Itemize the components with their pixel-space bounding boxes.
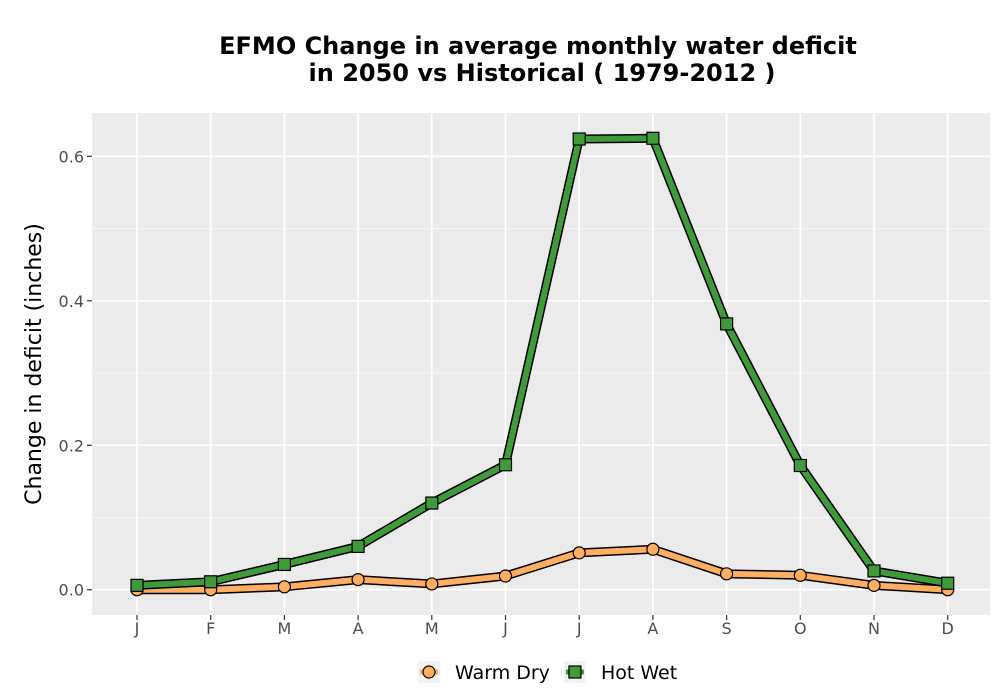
- x-tick-label: D: [942, 619, 954, 638]
- warm-dry-point: [351, 573, 365, 587]
- warm-dry-point: [572, 546, 586, 560]
- grid-lines: [92, 113, 990, 615]
- x-tick-label: J: [502, 619, 508, 638]
- x-tick-label: M: [425, 619, 439, 638]
- hot-wet-point: [351, 539, 365, 553]
- warm-dry-point: [498, 569, 513, 583]
- warm-dry-point: [793, 568, 807, 582]
- hot-wet-point: [646, 131, 660, 145]
- warm-dry-point: [277, 580, 291, 594]
- plot-panel: [92, 113, 990, 615]
- hot-wet-point: [130, 578, 144, 592]
- hot-wet-point: [425, 496, 439, 510]
- series-layer: [130, 131, 955, 597]
- x-tick-label: M: [277, 619, 291, 638]
- x-tick-label: J: [134, 619, 140, 638]
- warm-dry-point: [867, 578, 881, 592]
- warm-dry-point: [646, 542, 660, 556]
- y-tick-label: 0.6: [59, 147, 84, 166]
- y-axis-title: Change in deficit (inches): [22, 223, 47, 505]
- hot-wet-point: [572, 132, 586, 146]
- hot-wet-point: [204, 575, 218, 589]
- warm-dry-line: [137, 546, 948, 593]
- x-tick-label: S: [722, 619, 732, 638]
- warm-dry-legend-key-marker: [422, 665, 436, 679]
- hot-wet-point: [719, 317, 734, 331]
- legend: Warm Dry Hot Wet: [418, 661, 677, 684]
- hot-wet-legend-key-marker: [568, 665, 582, 679]
- x-tick-label: N: [868, 619, 880, 638]
- hot-wet-point: [867, 564, 881, 578]
- y-tick-label: 0.0: [59, 581, 84, 600]
- warm-dry-point: [425, 577, 439, 591]
- x-tick-label: J: [576, 619, 582, 638]
- y-tick-label: 0.4: [59, 292, 84, 311]
- warm-dry-point: [719, 567, 734, 581]
- hot-wet-legend-label: Hot Wet: [601, 662, 677, 684]
- hot-wet-point: [793, 458, 807, 473]
- chart-title-line-2: in 2050 vs Historical ( 1979-2012 ): [309, 59, 776, 87]
- warm-dry-legend-label: Warm Dry: [455, 662, 550, 684]
- x-tick-label: F: [206, 619, 215, 638]
- x-tick-label: O: [794, 619, 807, 638]
- chart-title-line-1: EFMO Change in average monthly water def…: [219, 32, 857, 60]
- hot-wet-line: [136, 135, 949, 589]
- x-tick-label: A: [647, 619, 658, 638]
- hot-wet-point: [498, 458, 513, 472]
- hot-wet-point: [941, 576, 955, 590]
- y-tick-label: 0.2: [59, 436, 84, 455]
- hot-wet-point: [277, 557, 291, 572]
- x-tick-label: A: [353, 619, 364, 638]
- axis-ticks: 0.0 0.2 0.4 0.6 J F M A M J J A S O N D: [59, 147, 954, 638]
